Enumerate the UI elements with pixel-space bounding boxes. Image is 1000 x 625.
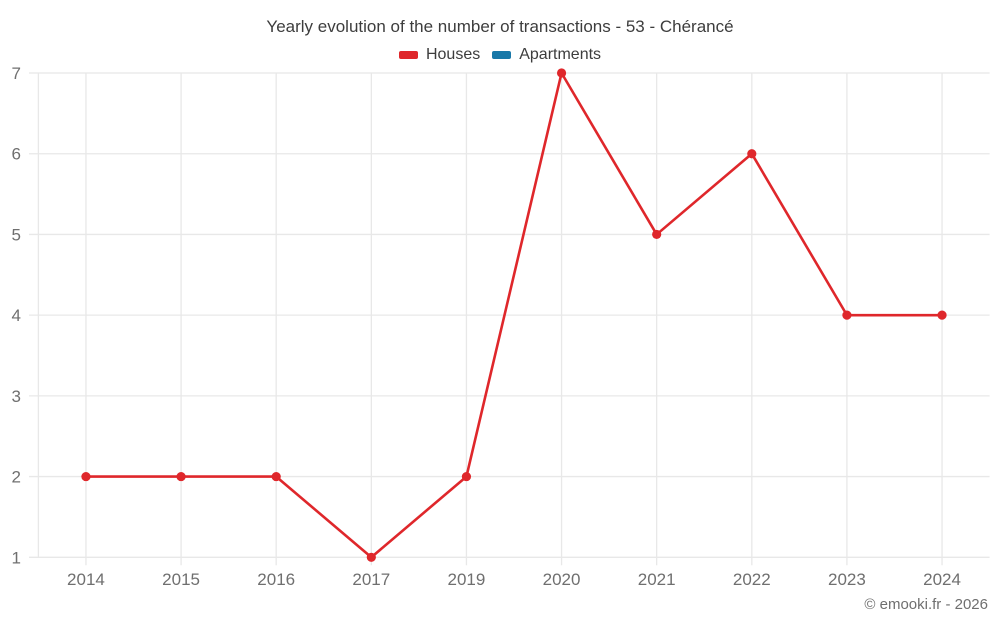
credits-link[interactable]: © emooki.fr - 2026: [864, 596, 988, 613]
y-axis-label: 2: [12, 468, 21, 487]
houses-data-point-2024[interactable]: [937, 310, 947, 320]
legend-label-houses: Houses: [425, 46, 481, 63]
x-axis-label: 2017: [352, 570, 390, 589]
y-axis-label: 5: [12, 225, 21, 244]
houses-data-point-2023[interactable]: [842, 310, 852, 320]
chart-title: Yearly evolution of the number of transa…: [266, 17, 734, 36]
y-axis-label: 3: [12, 387, 21, 406]
x-axis-label: 2021: [638, 570, 676, 589]
houses-data-point-2016[interactable]: [271, 471, 281, 482]
legend: Houses Apartments: [0, 46, 1000, 64]
legend-label-apartments: Apartments: [519, 46, 602, 63]
houses-data-point-2022[interactable]: [747, 149, 757, 159]
houses-line-series: [85, 71, 943, 559]
x-axis-label: 2020: [543, 570, 581, 589]
houses-legend-swatch-icon: [398, 51, 418, 59]
legend-item-apartments[interactable]: Apartments: [492, 46, 601, 64]
x-axis-label: 2016: [257, 570, 295, 589]
houses-data-point-2014[interactable]: [81, 471, 91, 482]
x-axis-label: 2014: [67, 570, 105, 589]
apartments-legend-swatch-icon: [492, 51, 512, 59]
houses-data-point-2021[interactable]: [652, 229, 662, 240]
x-axis-label: 2019: [448, 570, 486, 589]
legend-item-houses[interactable]: Houses: [398, 46, 481, 64]
houses-data-point-2019[interactable]: [461, 471, 472, 482]
houses-data-point-2020[interactable]: [556, 68, 567, 78]
y-axis-label: 7: [12, 64, 21, 83]
houses-data-point-2017[interactable]: [366, 552, 376, 562]
x-axis-label: 2023: [828, 570, 866, 589]
y-axis-label: 1: [12, 548, 21, 567]
x-axis-label: 2015: [162, 570, 200, 589]
y-axis-label: 4: [12, 306, 21, 325]
x-axis-label: 2022: [733, 570, 771, 589]
houses-data-point-2015[interactable]: [176, 471, 186, 482]
y-axis-label: 6: [12, 145, 21, 164]
x-axis-label: 2024: [923, 570, 961, 589]
